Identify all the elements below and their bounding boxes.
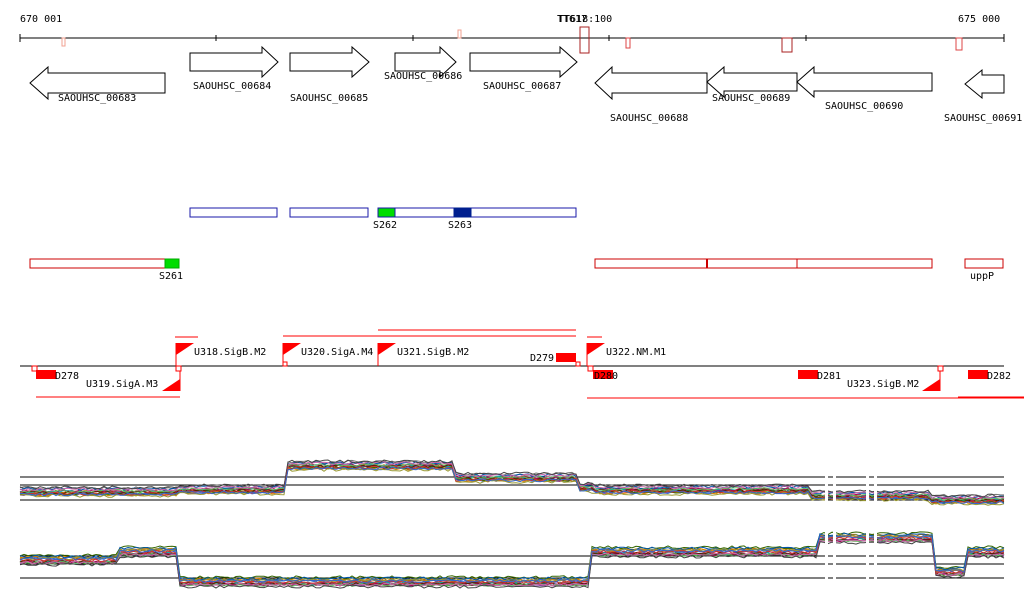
promoter-flag[interactable]: U320.SigA.M4 [282,343,373,366]
minus-segment-track: S261 uppP [29,258,1004,282]
segment-box[interactable] [594,258,933,269]
promoter-label: U323.SigB.M2 [847,379,919,390]
segment-highlight[interactable] [377,207,396,218]
terminator[interactable]: D279 [530,353,576,364]
expression-track-minus [19,522,1005,589]
gene-arrow[interactable]: SAOUHSC_00686 [384,45,462,82]
expression-curve [19,536,1005,585]
promoter-flag[interactable]: U321.SigB.M2 [377,343,469,366]
promoter-label: U318.SigB.M2 [194,347,266,358]
segment-box[interactable] [29,258,180,269]
gene-arrow[interactable]: SAOUHSC_00687 [469,45,578,92]
expression-curve [19,535,1005,583]
promoter-label: U321.SigB.M2 [397,347,469,358]
gene-arrow[interactable]: SAOUHSC_00689 [706,65,798,104]
gene-arrow[interactable]: SAOUHSC_00683 [29,65,166,104]
expression-curve [19,531,1005,580]
terminator[interactable]: D280 [593,370,618,382]
coordinate-axis: 670 001 675 000 TT617 TT618:100 [19,14,1005,54]
terminator-label: D282 [987,371,1011,382]
promoter-label: U319.SigA.M3 [86,379,158,390]
terminator-label: D281 [817,371,841,382]
gene-label: SAOUHSC_00684 [193,81,271,92]
gene-label: SAOUHSC_00688 [610,113,688,124]
promoter-flag[interactable]: U322.NM.M1 [586,343,666,366]
segment-highlight[interactable] [164,258,180,269]
expression-curve [19,459,1005,498]
expression-track-plus [19,459,1005,514]
terminator[interactable]: D281 [798,370,841,382]
segment-box[interactable] [189,207,278,218]
axis-center-label: TT618:100 [558,14,612,25]
promoter-flag[interactable]: U323.SigB.M2 [847,370,941,391]
promoter-flag[interactable]: U318.SigB.M2 [175,343,266,366]
segment-label: S262 [373,220,397,231]
axis-center-label-overlap: TT617 [557,14,587,25]
segment-box[interactable] [377,207,577,218]
gene-label: SAOUHSC_00686 [384,71,462,82]
terminator-label: D278 [55,371,79,382]
expression-curve [19,540,1005,589]
gene-arrow[interactable]: SAOUHSC_00688 [594,65,708,124]
axis-end-label: 675 000 [958,14,1000,25]
regulatory-track: U318.SigB.M2 U320.SigA.M4 U321.SigB.M2 U… [20,329,1024,399]
expression-curve [19,465,1005,504]
gene-arrow[interactable]: SAOUHSC_00685 [289,45,370,104]
promoter-label: U320.SigA.M4 [301,347,373,358]
gene-label: SAOUHSC_00691 [944,113,1022,124]
segment-label: S263 [448,220,472,231]
expression-curve [20,466,1005,505]
plus-segment-track: S262 S263 [189,207,577,231]
expression-curve [19,534,1005,583]
terminator[interactable]: D282 [968,370,1011,382]
terminator[interactable]: D278 [36,370,79,382]
gene-arrow[interactable]: SAOUHSC_00684 [189,45,279,92]
segment-highlight[interactable] [453,207,472,218]
gene-label: SAOUHSC_00683 [58,93,136,104]
gene-arrow[interactable]: SAOUHSC_00690 [796,65,933,112]
promoter-flag[interactable]: U319.SigA.M3 [86,370,181,391]
gene-arrow[interactable]: SAOUHSC_00691 [944,68,1022,124]
terminator-label: D279 [530,353,554,364]
expression-curve [19,467,1005,506]
expression-curve [19,461,1005,500]
gene-label: SAOUHSC_00690 [825,101,903,112]
gene-track: SAOUHSC_00683 SAOUHSC_00684 SAOUHSC_0068… [29,45,1022,124]
expression-curve [19,534,1005,583]
gene-label: SAOUHSC_00685 [290,93,368,104]
segment-box[interactable] [289,207,369,218]
gene-label: SAOUHSC_00687 [483,81,561,92]
terminator-label: D280 [594,371,618,382]
segment-box[interactable] [964,258,1004,269]
promoter-label: U322.NM.M1 [606,347,666,358]
segment-label: uppP [970,271,994,282]
axis-start-label: 670 001 [20,14,62,25]
gene-label: SAOUHSC_00689 [712,93,790,104]
segment-label: S261 [159,271,183,282]
expression-curve [19,532,1005,581]
